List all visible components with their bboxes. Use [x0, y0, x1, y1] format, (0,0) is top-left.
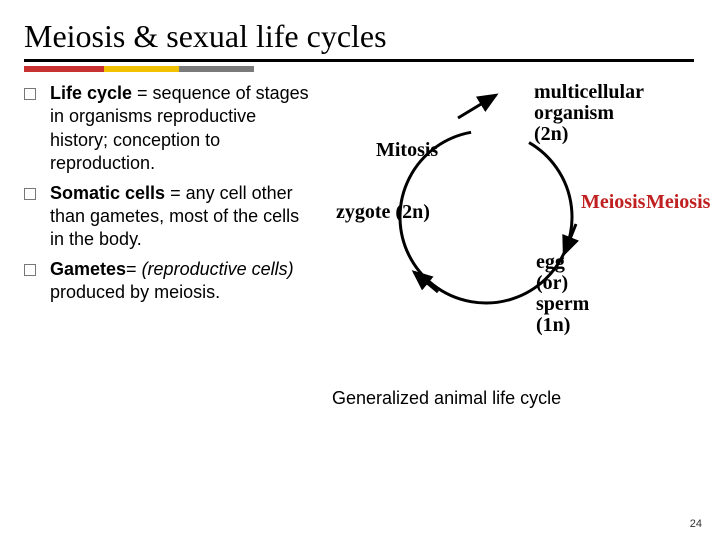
bullet-text: Somatic cells = any cell other than game… [50, 182, 316, 252]
bullet-icon [24, 264, 36, 276]
life-cycle-diagram: multicellular organism (2n) Mitosis Meio… [326, 82, 696, 382]
bullet-icon [24, 188, 36, 200]
label-meiosis-2: Meiosis [646, 192, 710, 213]
accent-seg-3 [179, 66, 254, 72]
diagram-caption: Generalized animal life cycle [332, 388, 696, 409]
slide-title: Meiosis & sexual life cycles [24, 18, 696, 55]
label-egg-sperm: egg (or) sperm (1n) [536, 252, 589, 336]
bullet-icon [24, 88, 36, 100]
bullet-text: Life cycle = sequence of stages in organ… [50, 82, 316, 176]
accent-seg-2 [104, 66, 179, 72]
content-row: Life cycle = sequence of stages in organ… [24, 82, 696, 409]
slide: Meiosis & sexual life cycles Life cycle … [0, 0, 720, 540]
accent-bar [24, 66, 254, 72]
bullet-text: Gametes= (reproductive cells) produced b… [50, 258, 316, 305]
list-item: Somatic cells = any cell other than game… [24, 182, 316, 252]
label-multicellular: multicellular organism (2n) [534, 82, 644, 145]
title-rule [24, 59, 694, 62]
accent-seg-1 [24, 66, 104, 72]
page-number: 24 [690, 518, 702, 530]
list-item: Gametes= (reproductive cells) produced b… [24, 258, 316, 305]
label-zygote: zygote (2n) [336, 202, 430, 223]
label-mitosis: Mitosis [376, 140, 438, 161]
list-item: Life cycle = sequence of stages in organ… [24, 82, 316, 176]
bullet-list: Life cycle = sequence of stages in organ… [24, 82, 316, 409]
label-meiosis: Meiosis [581, 192, 645, 213]
diagram-area: multicellular organism (2n) Mitosis Meio… [326, 82, 696, 409]
